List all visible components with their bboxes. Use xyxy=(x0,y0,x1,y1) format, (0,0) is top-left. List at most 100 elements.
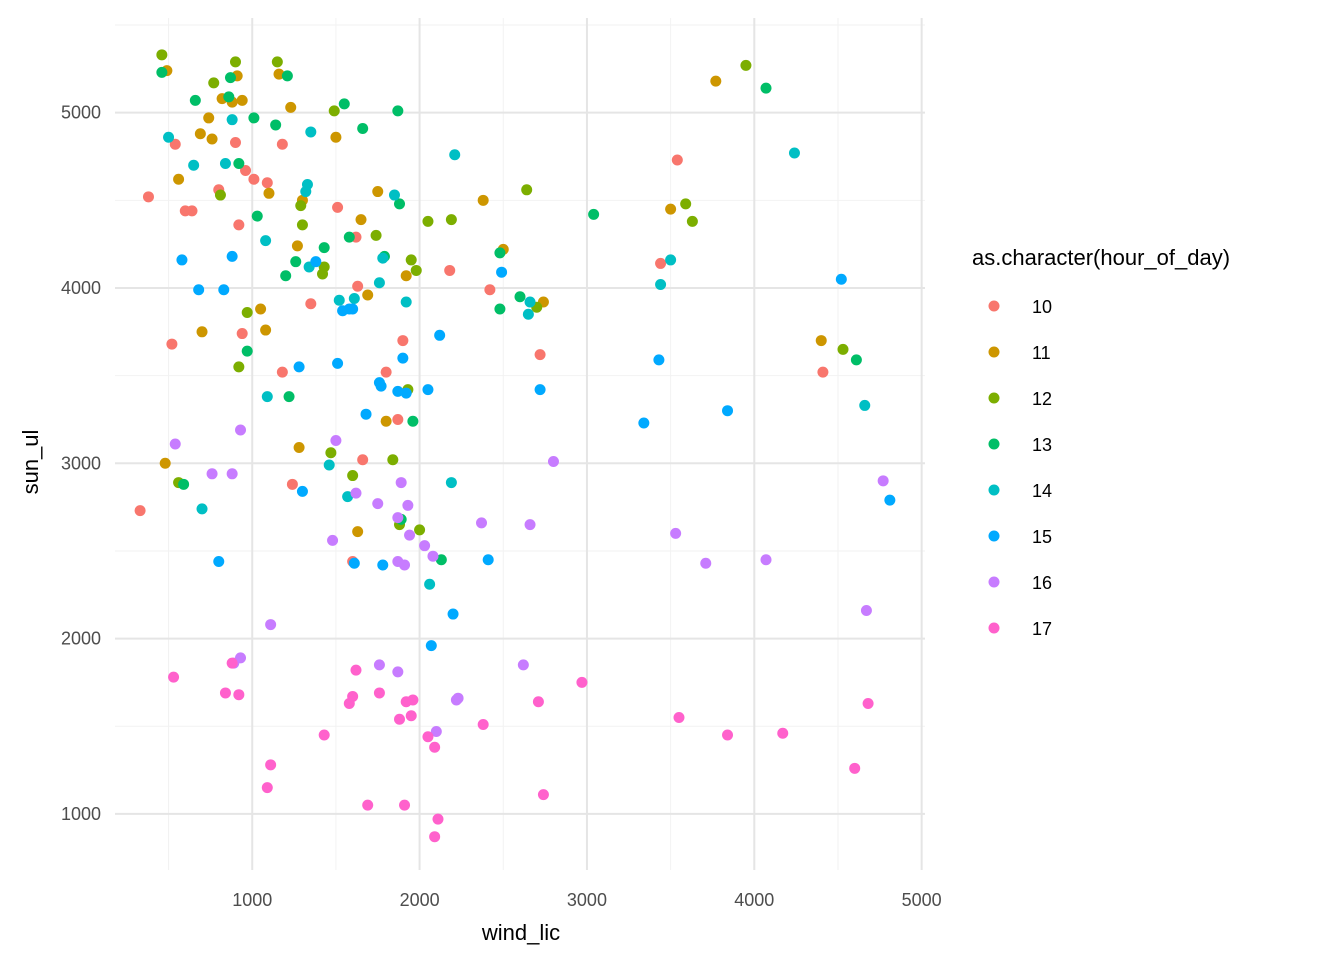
data-points xyxy=(134,49,896,843)
data-point-hour-11 xyxy=(293,442,305,454)
data-point-hour-17 xyxy=(405,710,417,722)
data-point-hour-14 xyxy=(388,189,400,201)
data-point-hour-11 xyxy=(291,240,303,252)
data-point-hour-12 xyxy=(271,56,283,68)
data-point-hour-17 xyxy=(347,690,359,702)
data-point-hour-13 xyxy=(270,119,282,131)
data-point-hour-16 xyxy=(392,512,404,524)
data-point-hour-10 xyxy=(332,201,344,213)
data-point-hour-16 xyxy=(350,487,362,499)
x-axis-ticks: 1000 2000 3000 4000 5000 xyxy=(232,890,941,910)
data-point-hour-16 xyxy=(226,468,238,480)
data-point-hour-12 xyxy=(325,447,337,459)
data-point-hour-11 xyxy=(255,303,267,315)
data-point-hour-16 xyxy=(860,605,872,617)
data-point-hour-10 xyxy=(671,154,683,166)
data-point-hour-16 xyxy=(476,517,488,529)
data-point-hour-14 xyxy=(305,126,317,138)
legend-label-10: 10 xyxy=(1032,297,1052,317)
data-point-hour-13 xyxy=(760,82,772,94)
data-point-hour-13 xyxy=(233,158,245,170)
data-point-hour-16 xyxy=(392,666,404,678)
data-point-hour-14 xyxy=(449,149,461,161)
data-point-hour-11 xyxy=(330,131,342,143)
major-gridlines xyxy=(115,18,925,870)
data-point-hour-12 xyxy=(156,49,168,61)
data-point-hour-10 xyxy=(484,284,496,296)
data-point-hour-13 xyxy=(290,256,302,268)
data-point-hour-13 xyxy=(514,291,526,303)
data-point-hour-10 xyxy=(397,335,409,347)
x-tick-label: 1000 xyxy=(232,890,272,910)
data-point-hour-10 xyxy=(444,264,456,276)
data-point-hour-13 xyxy=(251,210,263,222)
data-point-hour-10 xyxy=(276,138,288,150)
data-point-hour-15 xyxy=(332,357,344,369)
x-tick-label: 3000 xyxy=(567,890,607,910)
legend-key-15 xyxy=(988,530,1000,542)
data-point-hour-10 xyxy=(655,257,667,269)
data-point-hour-14 xyxy=(323,459,335,471)
x-tick-label: 5000 xyxy=(902,890,942,910)
data-point-hour-12 xyxy=(680,198,692,210)
data-point-hour-11 xyxy=(372,186,384,198)
data-point-hour-11 xyxy=(203,112,215,124)
data-point-hour-11 xyxy=(260,324,272,336)
data-point-hour-15 xyxy=(213,555,225,567)
legend-label-15: 15 xyxy=(1032,527,1052,547)
legend-label-12: 12 xyxy=(1032,389,1052,409)
data-point-hour-13 xyxy=(338,98,350,110)
data-point-hour-11 xyxy=(159,457,171,469)
data-point-hour-16 xyxy=(760,554,772,566)
data-point-hour-12 xyxy=(445,214,457,226)
data-point-hour-17 xyxy=(362,799,374,811)
data-point-hour-11 xyxy=(355,214,367,226)
data-point-hour-17 xyxy=(233,689,245,701)
data-point-hour-10 xyxy=(380,366,392,378)
data-point-hour-17 xyxy=(432,813,444,825)
data-point-hour-12 xyxy=(405,254,417,266)
data-point-hour-14 xyxy=(655,278,667,290)
data-point-hour-16 xyxy=(419,540,431,552)
data-point-hour-16 xyxy=(206,468,218,480)
data-point-hour-15 xyxy=(310,256,322,268)
data-point-hour-14 xyxy=(333,294,345,306)
data-point-hour-10 xyxy=(166,338,178,350)
data-point-hour-16 xyxy=(452,692,464,704)
data-point-hour-13 xyxy=(178,478,190,490)
data-point-hour-11 xyxy=(273,68,285,80)
data-point-hour-11 xyxy=(352,526,364,538)
data-point-hour-16 xyxy=(427,550,439,562)
data-point-hour-13 xyxy=(241,345,253,357)
data-point-hour-15 xyxy=(422,384,434,396)
data-point-hour-12 xyxy=(229,56,241,68)
legend-label-13: 13 xyxy=(1032,435,1052,455)
data-point-hour-13 xyxy=(156,66,168,78)
data-point-hour-12 xyxy=(410,264,422,276)
data-point-hour-15 xyxy=(392,385,404,397)
data-point-hour-15 xyxy=(884,494,896,506)
data-point-hour-17 xyxy=(576,676,588,688)
legend-label-11: 11 xyxy=(1032,343,1051,363)
data-point-hour-17 xyxy=(537,789,549,801)
legend-key-17 xyxy=(988,622,1000,634)
data-point-hour-14 xyxy=(196,503,208,515)
data-point-hour-11 xyxy=(665,203,677,215)
data-point-hour-16 xyxy=(700,557,712,569)
data-point-hour-15 xyxy=(347,303,359,315)
legend-key-12 xyxy=(988,392,1000,404)
data-point-hour-10 xyxy=(229,136,241,148)
data-point-hour-13 xyxy=(394,198,406,210)
data-point-hour-16 xyxy=(395,477,407,489)
data-point-hour-14 xyxy=(524,296,536,308)
data-point-hour-15 xyxy=(400,387,412,399)
data-point-hour-16 xyxy=(330,434,342,446)
data-point-hour-11 xyxy=(263,187,275,199)
data-point-hour-13 xyxy=(280,270,292,282)
data-point-hour-17 xyxy=(226,657,238,669)
data-point-hour-11 xyxy=(400,270,412,282)
data-point-hour-10 xyxy=(169,138,181,150)
legend-title: as.character(hour_of_day) xyxy=(972,245,1230,270)
data-point-hour-10 xyxy=(186,205,198,217)
data-point-hour-17 xyxy=(261,782,273,794)
